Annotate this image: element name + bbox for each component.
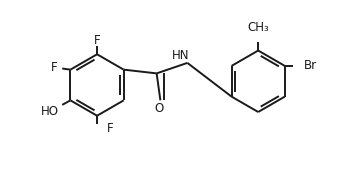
Text: O: O: [154, 102, 163, 115]
Text: Br: Br: [304, 59, 317, 72]
Text: F: F: [94, 33, 101, 47]
Text: CH₃: CH₃: [247, 21, 269, 34]
Text: F: F: [107, 122, 113, 135]
Text: HO: HO: [41, 105, 59, 118]
Text: F: F: [51, 61, 58, 74]
Text: HN: HN: [172, 49, 190, 62]
